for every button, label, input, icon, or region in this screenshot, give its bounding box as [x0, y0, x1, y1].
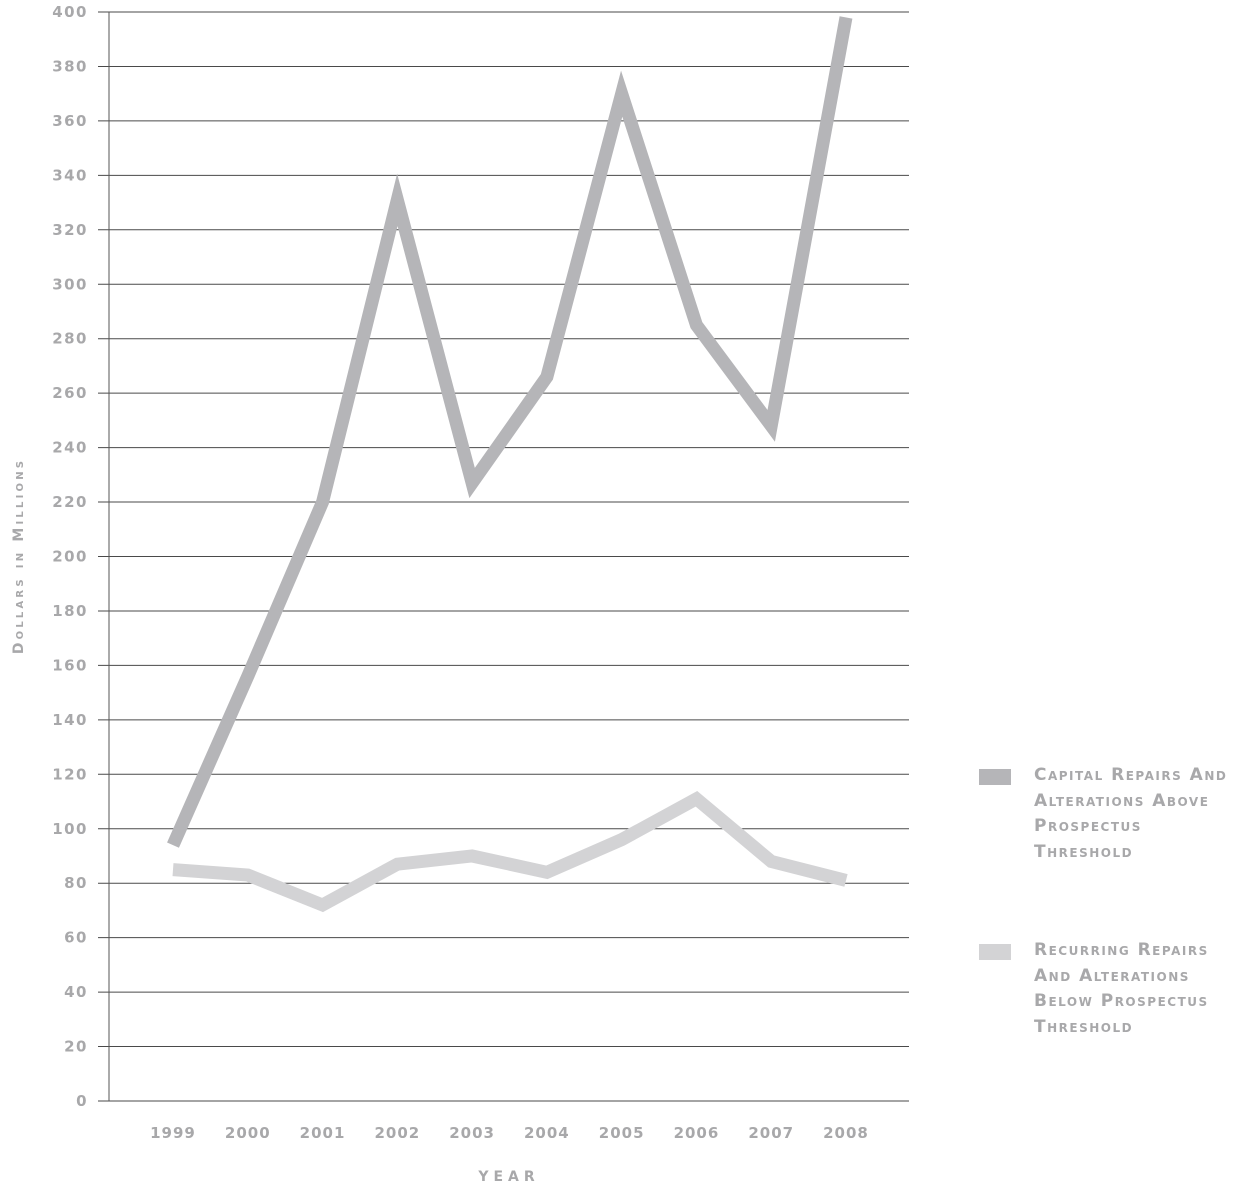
y-tick-label: 180 — [52, 602, 88, 620]
y-tick-label: 100 — [52, 820, 88, 838]
x-axis-title: YEAR — [477, 1169, 539, 1185]
y-tick-label: 360 — [52, 112, 88, 130]
y-tick-label: 60 — [64, 929, 88, 947]
y-tick-label: 0 — [76, 1092, 88, 1110]
legend-swatch-recurring — [979, 944, 1011, 960]
y-tick-label: 160 — [52, 656, 88, 674]
x-tick-label: 2007 — [748, 1124, 794, 1142]
y-tick-label: 220 — [52, 493, 88, 511]
series-line-capital — [167, 16, 853, 848]
y-tick-label: 340 — [52, 166, 88, 184]
y-tick-label: 80 — [64, 874, 88, 892]
x-tick-label: 2002 — [374, 1124, 420, 1142]
x-tick-label: 2000 — [225, 1124, 271, 1142]
legend-label-capital: Capital Repairs And Alterations Above Pr… — [1034, 765, 1228, 863]
gridlines — [98, 11, 909, 1102]
y-axis-title: Dollars in Millions — [11, 458, 27, 654]
x-tick-label: 2008 — [823, 1124, 869, 1142]
y-tick-label: 120 — [52, 765, 88, 783]
y-tick-label: 300 — [52, 275, 88, 293]
legend-item-capital: Capital Repairs And Alterations Above Pr… — [979, 763, 1241, 866]
y-tick-label: 260 — [52, 384, 88, 402]
x-tick-labels: 1999 2000 2001 2002 2003 2004 2005 2006 2007 2008 — [150, 1124, 869, 1142]
y-tick-label: 140 — [52, 711, 88, 729]
y-tick-label: 240 — [52, 439, 88, 457]
y-tick-label: 320 — [52, 221, 88, 239]
y-tick-label: 40 — [64, 983, 88, 1001]
x-tick-label: 2005 — [599, 1124, 645, 1142]
series-line-recurring — [172, 790, 848, 913]
y-tick-label: 380 — [52, 57, 88, 75]
y-tick-label: 20 — [64, 1038, 88, 1056]
y-tick-label: 400 — [52, 3, 88, 21]
x-tick-label: 2001 — [300, 1124, 346, 1142]
y-tick-label: 280 — [52, 330, 88, 348]
legend-swatch-capital — [979, 769, 1011, 785]
x-tick-label: 2004 — [524, 1124, 570, 1142]
y-tick-labels: 0 20 40 60 80 100 120 140 160 180 200 220 240 260 280 3… — [52, 3, 88, 1110]
legend-item-recurring: Recurring Repairs And Alterations Below … — [979, 938, 1241, 1041]
x-tick-label: 1999 — [150, 1124, 196, 1142]
x-tick-label: 2003 — [449, 1124, 495, 1142]
legend-label-recurring: Recurring Repairs And Alterations Below … — [1034, 940, 1209, 1038]
y-tick-label: 200 — [52, 548, 88, 566]
x-tick-label: 2006 — [674, 1124, 720, 1142]
series-lines — [167, 16, 853, 913]
